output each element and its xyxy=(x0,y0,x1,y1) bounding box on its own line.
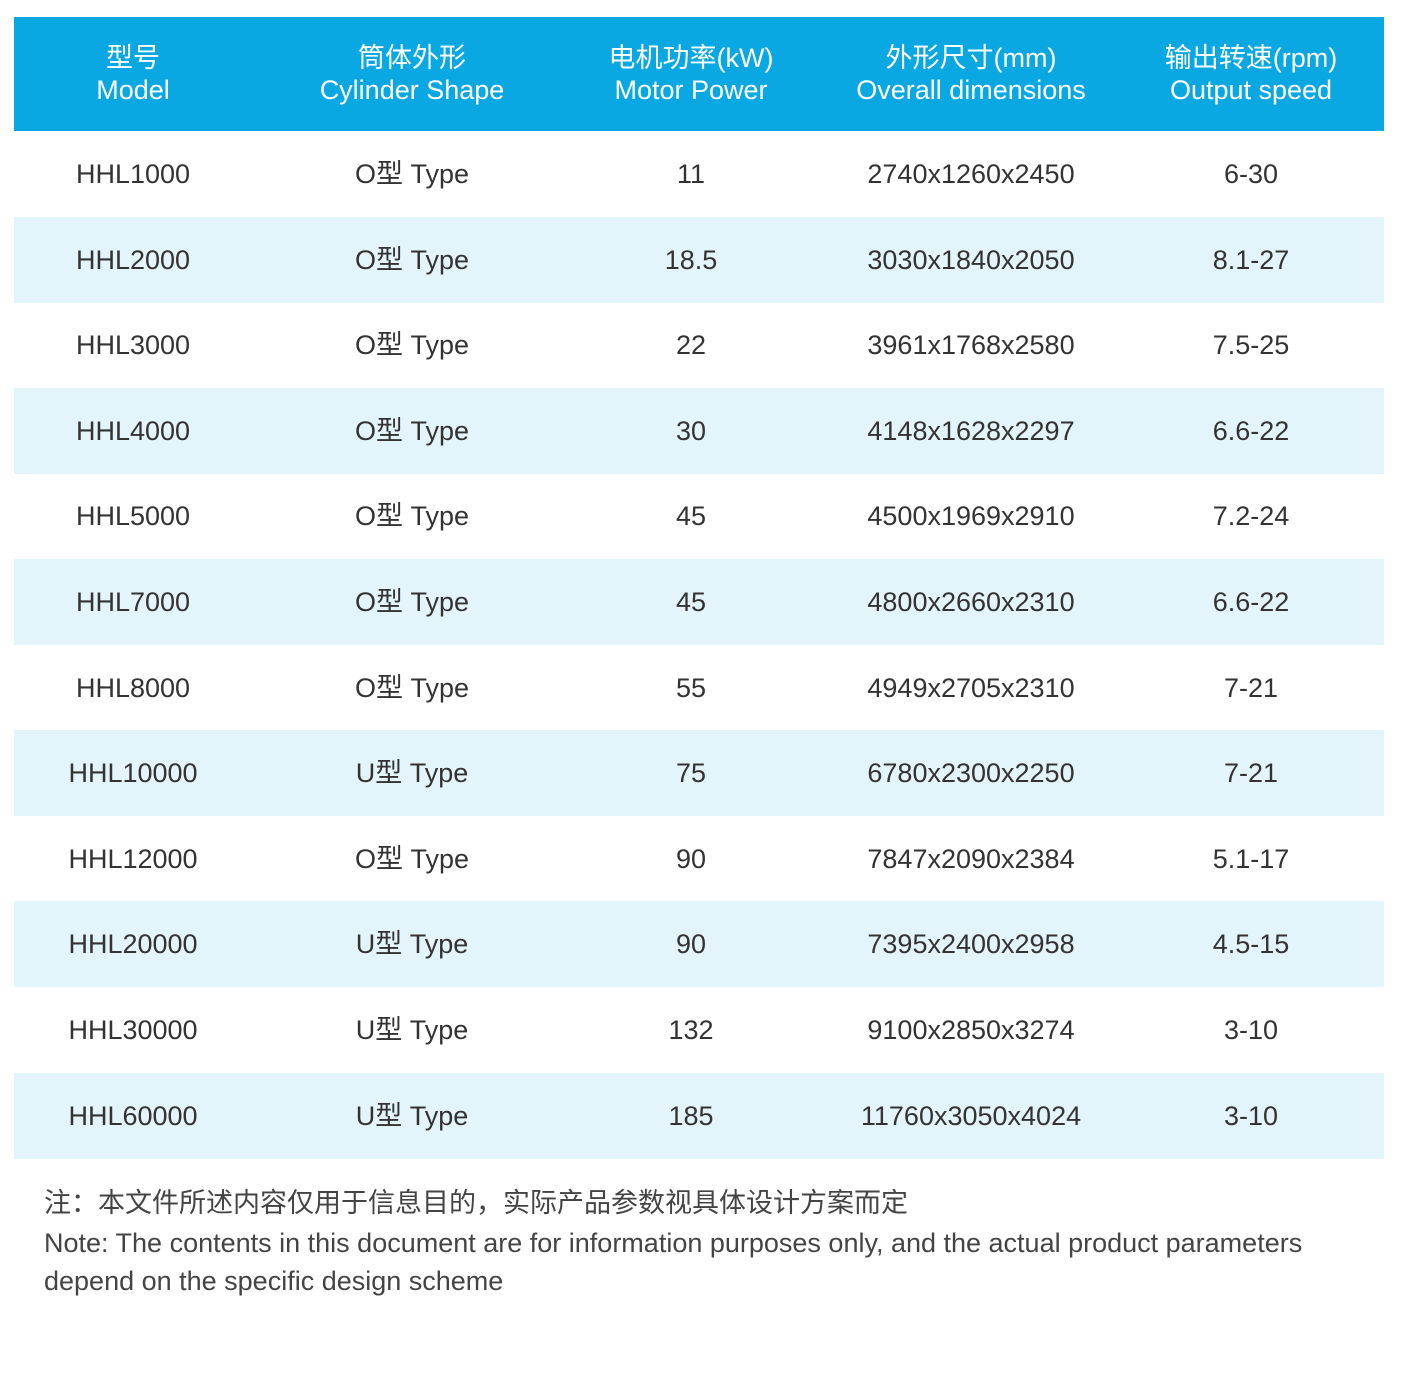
table-cell: 4148x1628x2297 xyxy=(867,415,1075,446)
header-cell: 型号 Model xyxy=(0,42,283,106)
table-cell: 11760x3050x4024 xyxy=(860,1100,1082,1131)
table-cell: O型 Type xyxy=(354,672,470,703)
table-cell: 7-21 xyxy=(1223,672,1279,703)
table-cell: 3-10 xyxy=(1223,1100,1279,1131)
table-cell: 45 xyxy=(675,501,707,532)
table-row: HHL2000 O型 Type 18.5 3030x1840x2050 8.1-27 xyxy=(14,216,1384,303)
table-cell: 7-21 xyxy=(1223,758,1279,789)
table-cell: 8.1-27 xyxy=(1212,244,1290,275)
table-cell: HHL1000 xyxy=(75,159,191,189)
table-cell: HHL3000 xyxy=(75,330,191,361)
table-cell: U型 Type xyxy=(355,1100,469,1131)
table-cell: 5.1-17 xyxy=(1212,843,1290,874)
table-row: HHL30000 U型 Type 132 9100x2850x3274 3-10 xyxy=(14,987,1384,1073)
header-cell: 电机功率(kW) Motor Power xyxy=(541,42,841,106)
table-cell: 6.6-22 xyxy=(1212,587,1290,617)
table-cell: 4.5-15 xyxy=(1212,929,1290,960)
table-cell: 3961x1768x2580 xyxy=(867,330,1075,361)
table-cell: 75 xyxy=(675,758,707,789)
table-cell: 3030x1840x2050 xyxy=(867,244,1075,275)
table-row: HHL60000 U型 Type 185 11760x3050x4024 3-10 xyxy=(14,1072,1384,1159)
table-row: HHL1000 O型 Type 11 2740x1260x2450 6-30 xyxy=(14,131,1384,217)
table-cell: 7847x2090x2384 xyxy=(867,843,1075,874)
table-cell: 3-10 xyxy=(1223,1015,1279,1045)
header-cell: 筒体外形 Cylinder Shape xyxy=(262,42,562,106)
header-en: Output speed xyxy=(1169,75,1333,105)
header-zh: 输出转速(rpm) xyxy=(1164,43,1338,73)
table-cell: 185 xyxy=(668,1100,714,1131)
note-zh: 注：本文件所述内容仅用于信息目的，实际产品参数视具体设计方案而定 xyxy=(44,1188,908,1218)
table-row: HHL7000 O型 Type 45 4800x2660x2310 6.6-22 xyxy=(14,559,1384,645)
header-cell: 输出转速(rpm) Output speed xyxy=(1101,42,1401,106)
header-en: Model xyxy=(96,75,170,105)
table-cell: HHL4000 xyxy=(75,415,191,446)
table-cell: 90 xyxy=(675,929,707,960)
table-row: HHL10000 U型 Type 75 6780x2300x2250 7-21 xyxy=(14,730,1384,817)
table-cell: 90 xyxy=(675,843,707,874)
header-zh: 外形尺寸(mm) xyxy=(885,43,1057,73)
table-cell: HHL30000 xyxy=(68,1015,198,1045)
header-cell: 外形尺寸(mm) Overall dimensions xyxy=(821,42,1121,106)
table-cell: 9100x2850x3274 xyxy=(867,1015,1075,1045)
table-cell: HHL2000 xyxy=(75,244,191,275)
table-cell: 11 xyxy=(676,159,706,189)
header-en: Overall dimensions xyxy=(856,75,1086,105)
table-cell: HHL7000 xyxy=(75,587,191,617)
table-cell: 4800x2660x2310 xyxy=(867,587,1075,617)
table-header: 型号 Model 筒体外形 Cylinder Shape 电机功率(kW) Motor P… xyxy=(14,17,1384,131)
table-cell: 7395x2400x2958 xyxy=(867,929,1075,960)
table-cell: 30 xyxy=(675,415,707,446)
table-cell: U型 Type xyxy=(355,758,469,789)
table-row: HHL12000 O型 Type 90 7847x2090x2384 5.1-17 xyxy=(14,816,1384,902)
table-cell: U型 Type xyxy=(355,1015,469,1045)
table-cell: 6.6-22 xyxy=(1212,415,1290,446)
header-en: Motor Power xyxy=(614,75,768,105)
table-cell: HHL8000 xyxy=(75,672,191,703)
table-row: HHL8000 O型 Type 55 4949x2705x2310 7-21 xyxy=(14,645,1384,731)
table-cell: 22 xyxy=(675,330,707,361)
table-row: HHL20000 U型 Type 90 7395x2400x2958 4.5-15 xyxy=(14,901,1384,988)
table-cell: O型 Type xyxy=(354,587,470,617)
table-cell: 132 xyxy=(668,1015,714,1045)
table-cell: O型 Type xyxy=(354,501,470,532)
table-cell: O型 Type xyxy=(354,330,470,361)
table-cell: HHL20000 xyxy=(68,929,198,960)
table-cell: 55 xyxy=(675,672,707,703)
header-zh: 筒体外形 xyxy=(358,43,466,73)
table-cell: HHL12000 xyxy=(68,843,198,874)
table-cell: O型 Type xyxy=(354,415,470,446)
table-cell: 4500x1969x2910 xyxy=(867,501,1075,532)
header-zh: 电机功率(kW) xyxy=(608,43,774,73)
table-cell: U型 Type xyxy=(355,929,469,960)
table-cell: 2740x1260x2450 xyxy=(867,159,1075,189)
table-cell: HHL60000 xyxy=(68,1100,198,1131)
table-row: HHL3000 O型 Type 22 3961x1768x2580 7.5-25 xyxy=(14,302,1384,388)
table-cell: HHL10000 xyxy=(68,758,198,789)
table-cell: 45 xyxy=(675,587,707,617)
table-cell: O型 Type xyxy=(354,159,470,189)
table-cell: 7.2-24 xyxy=(1212,501,1290,532)
table-cell: 6-30 xyxy=(1223,159,1279,189)
table-row: HHL4000 O型 Type 30 4148x1628x2297 6.6-22 xyxy=(14,387,1384,474)
header-zh: 型号 xyxy=(106,43,160,73)
table-cell: 6780x2300x2250 xyxy=(867,758,1075,789)
table-cell: 4949x2705x2310 xyxy=(867,672,1075,703)
table-cell: 18.5 xyxy=(664,244,718,275)
table-cell: O型 Type xyxy=(354,843,470,874)
table-cell: HHL5000 xyxy=(75,501,191,532)
table-cell: O型 Type xyxy=(354,244,470,275)
note-en: Note: The contents in this document are … xyxy=(44,1228,1303,1296)
table-row: HHL5000 O型 Type 45 4500x1969x2910 7.2-24 xyxy=(14,473,1384,559)
header-en: Cylinder Shape xyxy=(319,75,505,105)
table-cell: 7.5-25 xyxy=(1212,330,1290,361)
